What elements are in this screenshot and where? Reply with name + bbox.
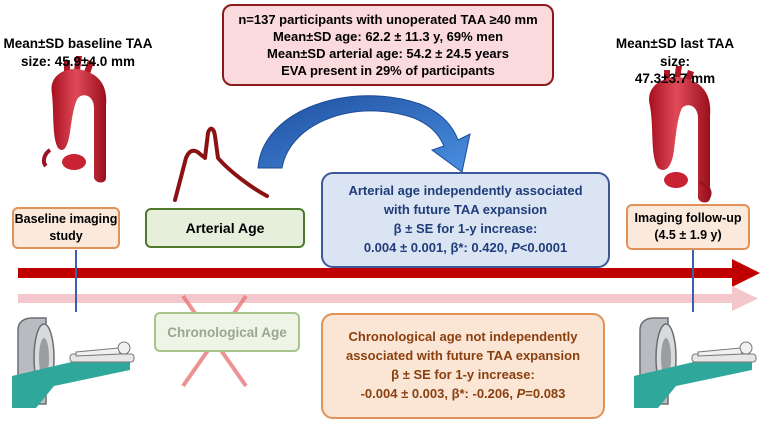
timeline-arrow-icon: [18, 259, 760, 311]
chronological-age-result-box: Chronological age not independently asso…: [321, 313, 605, 419]
last-size-label: Mean±SD last TAA size: 47.3±3.7 mm: [600, 35, 750, 88]
arterial-age-result-box: Arterial age independently associated wi…: [321, 172, 610, 268]
cohort-eva: EVA present in 29% of participants: [281, 63, 495, 79]
chrono-result-line3: β ± SE for 1-y increase:: [391, 367, 535, 382]
chrono-result-line1: Chronological age not independently: [348, 329, 578, 345]
curved-arrow-icon: [257, 95, 471, 173]
arterial-result-line4: 0.004 ± 0.001, β*: 0.420, P<0.0001: [364, 239, 567, 258]
chrono-result-p-label: P: [516, 385, 526, 401]
arterial-result-p-value: <0.0001: [519, 239, 568, 255]
chrono-result-p-value: =0.083: [525, 385, 566, 401]
cohort-count: n=137 participants with unoperated TAA ≥…: [238, 11, 538, 27]
pulse-waveform-icon: [173, 126, 269, 202]
baseline-imaging-line2: study: [49, 229, 83, 243]
followup-line2: (4.5 ± 1.9 y): [654, 228, 722, 242]
baseline-size-label: Mean±SD baseline TAA size: 45.9±4.0 mm: [0, 35, 156, 70]
arterial-result-line1: Arterial age independently associated: [348, 183, 583, 199]
imaging-followup-box: Imaging follow-up (4.5 ± 1.9 y): [626, 204, 750, 250]
chrono-result-stats: -0.004 ± 0.003, β*: -0.206,: [360, 385, 517, 401]
arterial-result-p-label: P: [511, 239, 520, 255]
chrono-result-line2: associated with future TAA expansion: [345, 348, 581, 364]
aorta-icon: [41, 56, 107, 183]
baseline-size-line2: size: 45.9±4.0 mm: [21, 53, 135, 69]
arterial-age-label: Arterial Age: [185, 220, 265, 236]
cohort-summary-box: n=137 participants with unoperated TAA ≥…: [222, 4, 554, 86]
cohort-age: Mean±SD age: 62.2 ± 11.3 y, 69% men: [272, 28, 504, 44]
baseline-imaging-box: Baseline imaging study: [12, 207, 120, 249]
ct-scanner-icon: [634, 317, 757, 408]
last-size-line1: Mean±SD last TAA size:: [615, 36, 735, 69]
chronological-age-box: Chronological Age: [154, 312, 300, 352]
chronological-age-label: Chronological Age: [167, 324, 287, 340]
aorta-icon: [649, 66, 712, 203]
arterial-age-box: Arterial Age: [145, 208, 305, 248]
baseline-size-line1: Mean±SD baseline TAA: [3, 36, 153, 51]
ct-scanner-icon: [12, 317, 135, 408]
arterial-result-stats: 0.004 ± 0.001, β*: 0.420,: [363, 239, 512, 255]
arterial-result-line2: with future TAA expansion: [383, 202, 548, 218]
chrono-result-line4: -0.004 ± 0.003, β*: -0.206, P=0.083: [361, 385, 566, 404]
cohort-arterial-age: Mean±SD arterial age: 54.2 ± 24.5 years: [267, 46, 509, 61]
baseline-imaging-line1: Baseline imaging: [14, 212, 118, 227]
arterial-result-line3: β ± SE for 1-y increase:: [393, 221, 538, 236]
followup-line1: Imaging follow-up: [634, 211, 742, 226]
last-size-line2: 47.3±3.7 mm: [634, 71, 716, 87]
